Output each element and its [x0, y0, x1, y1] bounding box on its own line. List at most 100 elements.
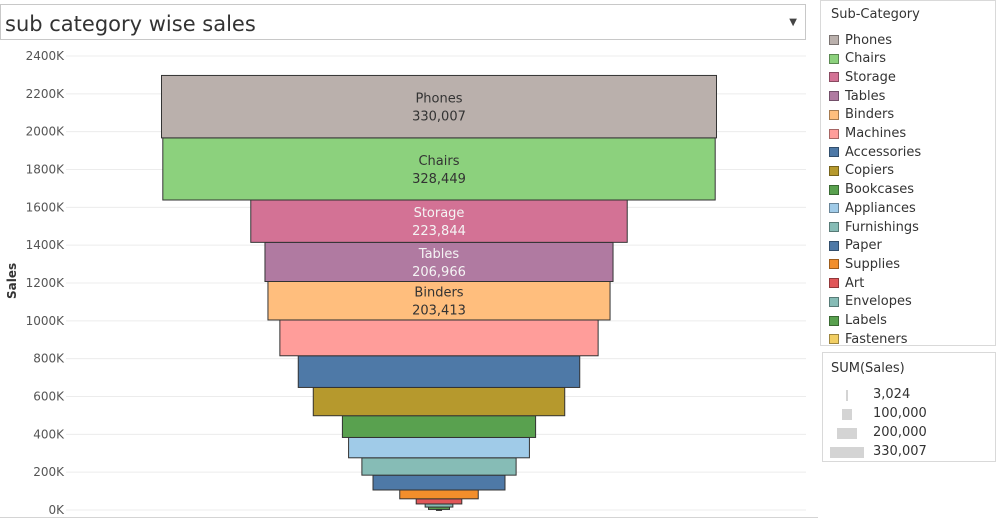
legend-label: Art	[845, 275, 865, 291]
y-tick-label: 1600K	[26, 200, 66, 214]
data-label-value: 223,844	[412, 224, 466, 239]
legend-item[interactable]: Art	[829, 274, 864, 292]
legend-swatch	[829, 334, 839, 345]
size-legend-title: SUM(Sales)	[831, 361, 905, 376]
legend-panel: Sub-Category Phones Chairs Storage Tables Bi…	[820, 0, 1000, 523]
bar-furnishings[interactable]	[361, 457, 517, 476]
data-label-value: 328,449	[412, 172, 466, 187]
legend-item[interactable]: Binders	[829, 106, 894, 124]
y-tick-label: 1000K	[26, 314, 66, 328]
bar-chairs[interactable]	[162, 137, 716, 201]
bar-machines[interactable]	[279, 319, 599, 357]
size-legend-label: 3,024	[873, 387, 911, 402]
bar-paper[interactable]	[372, 474, 506, 491]
legend-item[interactable]: Labels	[829, 312, 887, 330]
size-legend-mark	[836, 428, 858, 439]
bar-copiers[interactable]	[312, 386, 566, 417]
legend-swatch	[829, 72, 839, 83]
size-legend: SUM(Sales) 3,024 100,000 200,000 330,007	[822, 352, 996, 462]
legend-swatch	[829, 147, 839, 158]
legend-item[interactable]: Fasteners	[829, 330, 907, 348]
legend-label: Phones	[845, 32, 893, 48]
bar-art[interactable]	[415, 498, 463, 505]
bar-tables[interactable]	[264, 241, 614, 282]
chart-panel: sub category wise sales ▼ Sales 0K 200K 40…	[0, 4, 806, 517]
y-tick-label: 1400K	[26, 238, 66, 252]
legend-label: Machines	[845, 126, 907, 141]
y-tick-label: 2200K	[26, 87, 66, 101]
size-legend-mark	[841, 409, 853, 420]
legend-label: Tables	[845, 88, 886, 104]
divider	[0, 517, 818, 518]
legend-item[interactable]: Envelopes	[829, 293, 912, 311]
legend-swatch	[829, 259, 839, 270]
legend-label: Accessories	[845, 144, 922, 160]
legend-swatch	[829, 240, 839, 251]
legend-swatch	[829, 203, 839, 214]
legend-item[interactable]: Storage	[829, 68, 896, 86]
legend-title: Sub-Category	[831, 7, 920, 22]
legend-swatch	[829, 315, 839, 326]
data-label-name: Phones	[415, 92, 462, 107]
legend-label: Bookcases	[845, 182, 915, 198]
data-labels: Binders 203,413 Tables 206,966 Storage 223,84…	[412, 92, 466, 319]
legend-item[interactable]: Phones	[829, 31, 892, 49]
bar-appliances[interactable]	[348, 436, 530, 459]
legend-item[interactable]: Accessories	[829, 143, 921, 161]
legend-item[interactable]: Paper	[829, 237, 882, 255]
y-tick-label: 0K	[48, 503, 65, 517]
legend-label: Paper	[845, 238, 882, 254]
legend-label: Copiers	[845, 163, 895, 179]
y-tick-label: 200K	[33, 465, 65, 479]
bar-supplies[interactable]	[399, 489, 479, 500]
bar-phones[interactable]	[161, 74, 717, 139]
size-legend-mark	[830, 447, 864, 458]
size-legend-label: 100,000	[873, 406, 927, 421]
y-axis: 0K 200K 400K 600K 800K 1000K 1200K 1400K 1600K 18…	[26, 49, 66, 517]
bars	[161, 74, 717, 511]
chevron-down-icon[interactable]: ▼	[789, 17, 797, 28]
y-tick-label: 400K	[33, 427, 65, 441]
bar-storage[interactable]	[250, 199, 628, 243]
legend-swatch	[829, 296, 839, 307]
legend-label: Supplies	[845, 256, 900, 272]
bar-binders[interactable]	[267, 280, 611, 321]
legend-item[interactable]: Chairs	[829, 50, 886, 68]
data-label-name: Chairs	[418, 154, 459, 169]
legend-item[interactable]: Supplies	[829, 255, 900, 273]
legend-swatch	[829, 184, 839, 195]
bar-bookcases[interactable]	[341, 415, 537, 438]
y-tick-label: 1200K	[26, 276, 66, 290]
data-label-name: Tables	[418, 247, 460, 262]
legend-label: Binders	[845, 107, 895, 123]
legend-label: Fasteners	[845, 331, 908, 347]
legend-swatch	[829, 278, 839, 289]
size-legend-mark	[846, 390, 848, 401]
data-label-value: 203,413	[412, 304, 466, 319]
data-label-value: 330,007	[412, 110, 466, 125]
legend-item[interactable]: Machines	[829, 125, 906, 143]
legend-swatch	[829, 128, 839, 139]
data-label-value: 206,966	[412, 265, 466, 280]
y-tick-label: 1800K	[26, 163, 66, 177]
legend-swatch	[829, 165, 839, 176]
legend-item[interactable]: Appliances	[829, 199, 916, 217]
legend-item[interactable]: Furnishings	[829, 218, 919, 236]
title-dropdown[interactable]: sub category wise sales ▼	[0, 4, 806, 40]
legend-item[interactable]: Bookcases	[829, 181, 914, 199]
color-legend: Sub-Category Phones Chairs Storage Tables Bi…	[820, 0, 996, 348]
y-tick-label: 2400K	[26, 49, 66, 63]
bar-accessories[interactable]	[297, 355, 581, 388]
legend-item[interactable]: Tables	[829, 87, 885, 105]
legend-item[interactable]: Copiers	[829, 162, 894, 180]
data-label-name: Binders	[414, 286, 463, 301]
legend-swatch	[829, 222, 839, 232]
legend-label: Labels	[845, 313, 887, 328]
y-tick-label: 2000K	[26, 125, 66, 139]
size-legend-label: 330,007	[873, 444, 927, 459]
chart-title: sub category wise sales	[5, 12, 256, 36]
y-tick-label: 600K	[33, 390, 65, 404]
data-label-name: Storage	[414, 206, 465, 221]
legend-swatch	[829, 35, 839, 45]
legend-label: Chairs	[845, 51, 887, 67]
